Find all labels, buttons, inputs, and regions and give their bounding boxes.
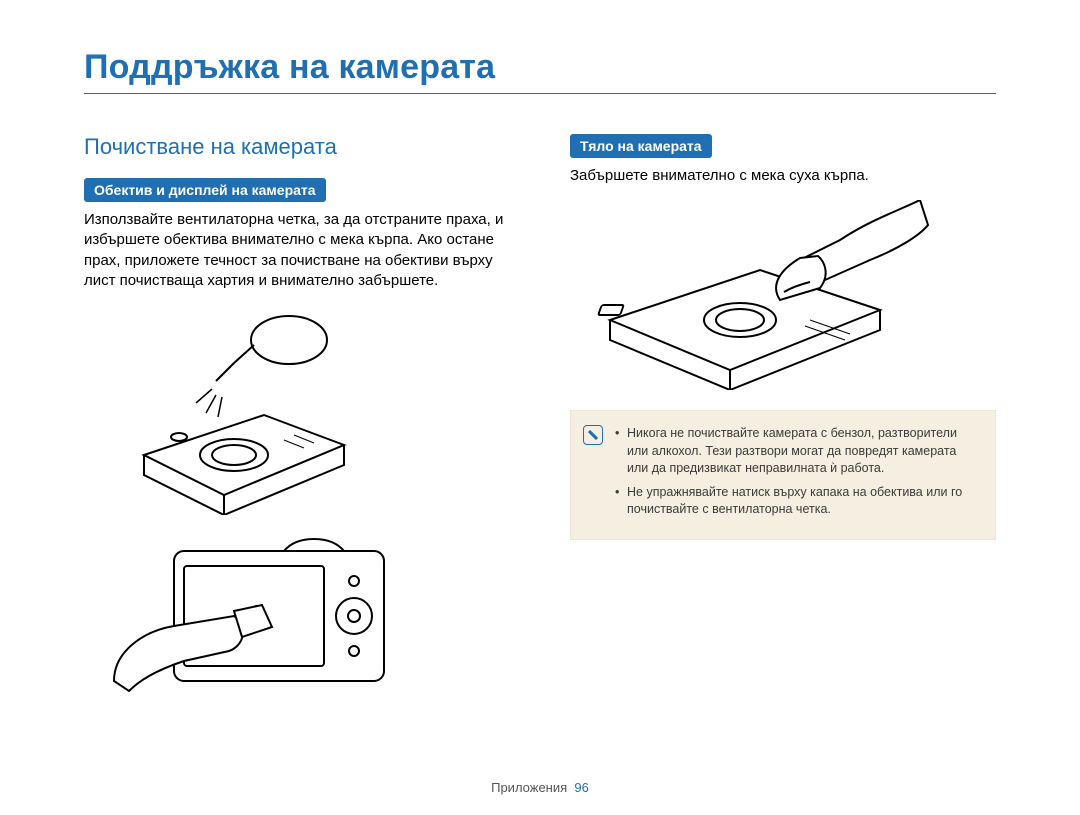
illustration-group-right [570, 200, 996, 390]
page-title: Поддръжка на камерата [84, 48, 996, 94]
body-text-body: Забършете внимателно с мека суха кърпа. [570, 166, 996, 186]
note-list: Никога не почиствайте камерата с бензол,… [615, 425, 979, 525]
topic-pill-lens-display: Обектив и дисплей на камерата [84, 178, 326, 202]
two-column-layout: Почистване на камерата Обектив и дисплей… [84, 134, 996, 701]
footer-page-number: 96 [574, 780, 588, 795]
body-text-lens-display: Използвайте вентилаторна четка, за да от… [84, 210, 510, 291]
illustration-group-left [84, 305, 510, 701]
topic-pill-body: Тяло на камерата [570, 134, 712, 158]
note-box: Никога не почиствайте камерата с бензол,… [570, 410, 996, 540]
footer-section-label: Приложения [491, 780, 567, 795]
left-column: Почистване на камерата Обектив и дисплей… [84, 134, 510, 701]
section-subheading: Почистване на камерата [84, 134, 510, 160]
illustration-blower-icon [84, 305, 394, 515]
page: Поддръжка на камерата Почистване на каме… [0, 0, 1080, 815]
note-icon [583, 425, 603, 445]
illustration-wipe-body-icon [570, 200, 930, 390]
note-item: Никога не почиствайте камерата с бензол,… [615, 425, 979, 478]
right-column: Тяло на камерата Забършете внимателно с … [570, 134, 996, 701]
note-item: Не упражнявайте натиск върху капака на о… [615, 484, 979, 519]
illustration-wipe-lcd-icon [84, 531, 404, 701]
page-footer: Приложения 96 [0, 780, 1080, 795]
